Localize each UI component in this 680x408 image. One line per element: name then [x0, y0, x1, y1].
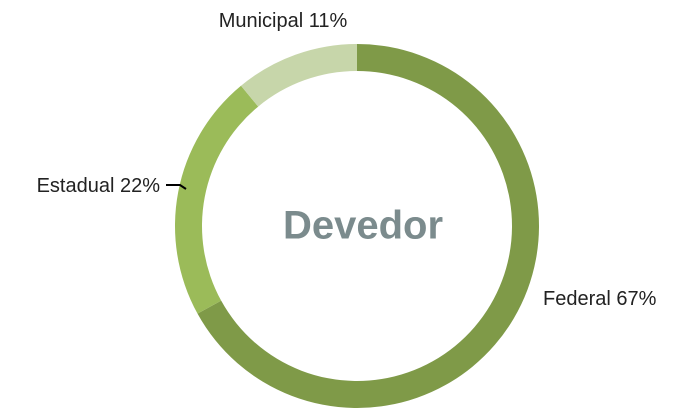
data-label: Federal 67% — [543, 288, 657, 310]
leader-line — [166, 184, 187, 190]
category-name: Municipal — [219, 10, 303, 32]
value-label: 22% — [120, 175, 160, 197]
category-name: Estadual — [37, 175, 115, 197]
value-label: 67% — [616, 288, 656, 310]
data-label: Estadual 22% — [37, 175, 161, 197]
category-name: Federal — [543, 288, 611, 310]
donut-segment — [240, 44, 357, 107]
data-label: Municipal 11% — [219, 10, 348, 32]
value-label: 11% — [309, 10, 348, 32]
donut-segment — [175, 85, 259, 314]
center-label: Devedor — [283, 204, 443, 248]
